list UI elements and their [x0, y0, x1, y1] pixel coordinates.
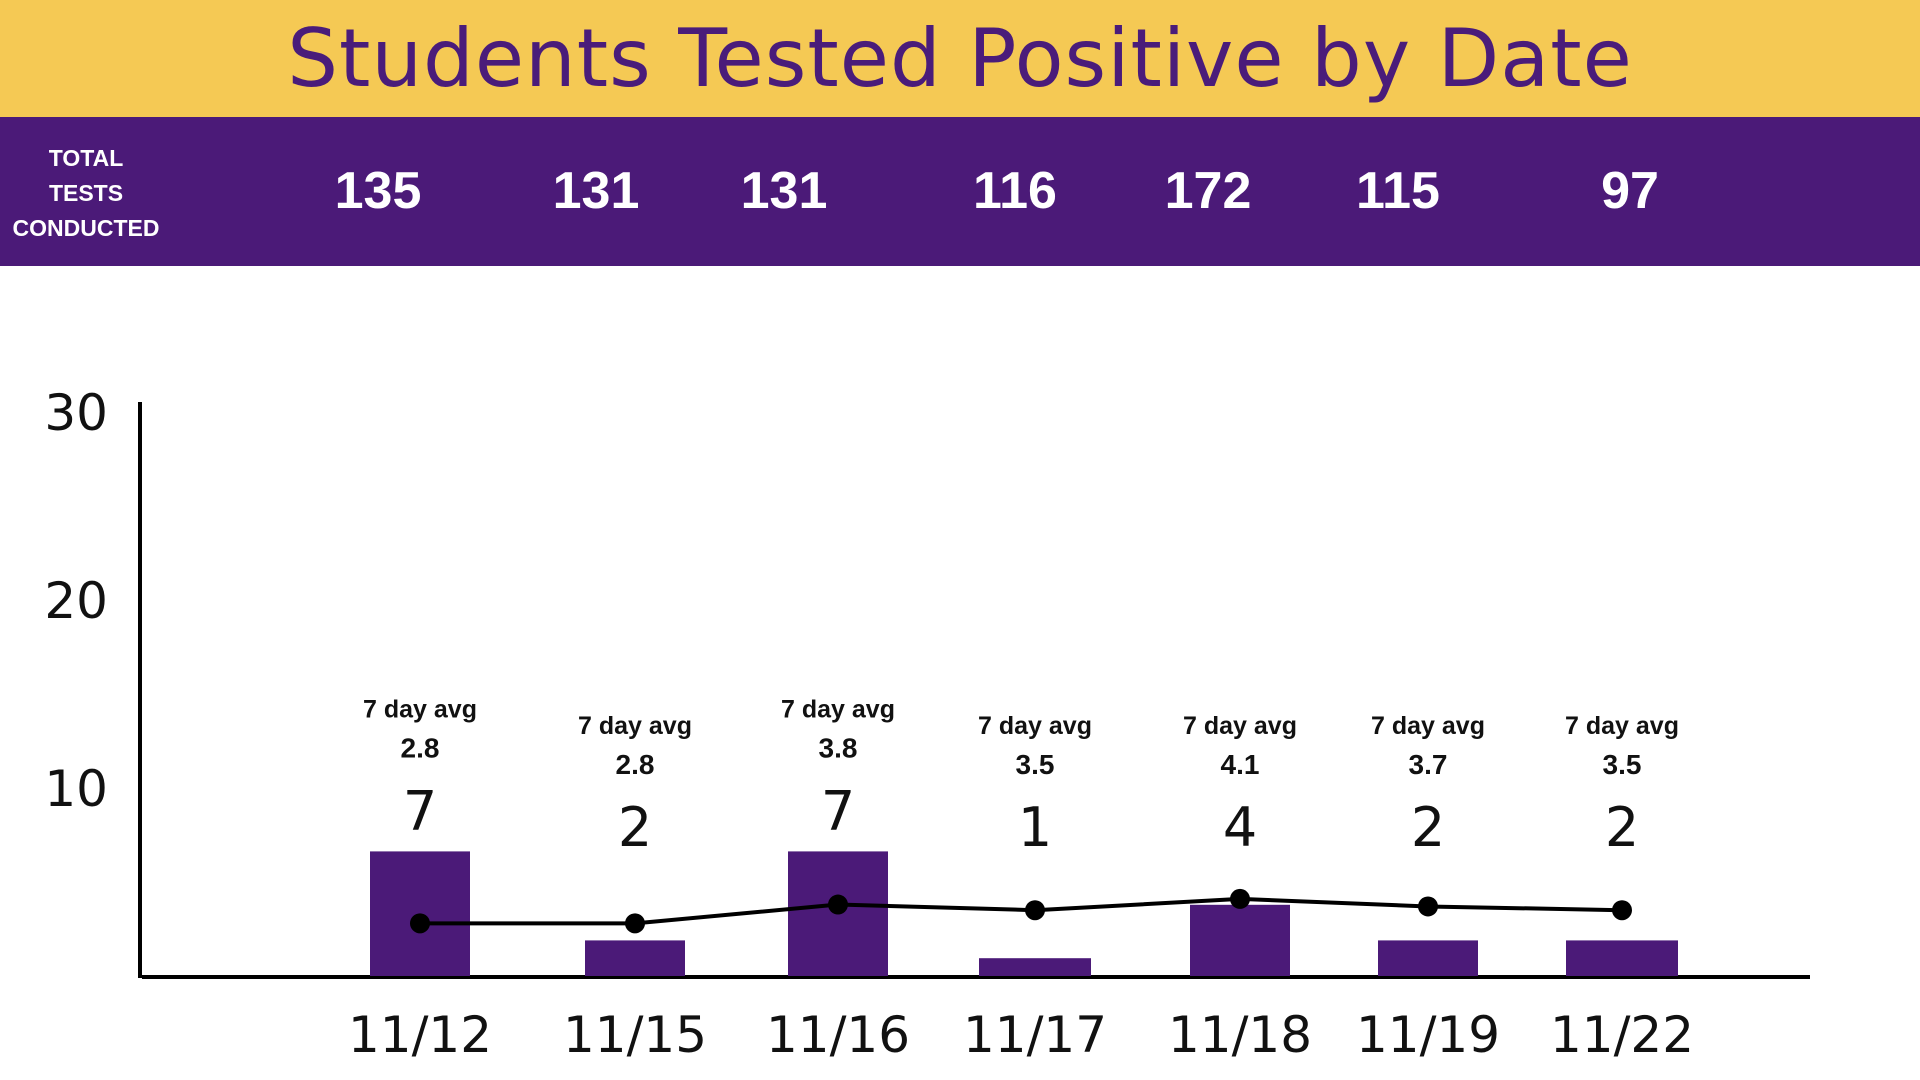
bar [1378, 940, 1478, 976]
avg-point [1230, 888, 1250, 909]
bar [585, 940, 685, 976]
x-tick-label: 11/19 [1356, 1006, 1500, 1064]
avg-label: 7 day avg [363, 695, 477, 723]
bar-value-label: 2 [1411, 796, 1445, 859]
bar-value-label: 1 [1018, 796, 1052, 859]
bar-value-label: 4 [1223, 796, 1257, 859]
avg-label: 7 day avg [578, 712, 692, 740]
bar [1566, 940, 1678, 976]
avg-point [1025, 900, 1045, 921]
avg-point [1418, 896, 1438, 917]
total-tests-value: 172 [1164, 162, 1252, 220]
y-tick-label: 30 [44, 384, 108, 442]
avg-label: 7 day avg [1371, 712, 1485, 740]
total-tests-value: 131 [552, 162, 640, 220]
avg-value-label: 3.7 [1409, 749, 1448, 780]
avg-point [828, 894, 848, 915]
total-tests-value: 116 [973, 162, 1057, 220]
avg-value-label: 2.8 [401, 732, 440, 763]
total-tests-value: 97 [1601, 162, 1659, 220]
avg-value-label: 3.5 [1016, 749, 1055, 780]
avg-label: 7 day avg [781, 695, 895, 723]
x-tick-label: 11/18 [1168, 1006, 1312, 1064]
bar [979, 958, 1091, 976]
avg-label: 7 day avg [1183, 712, 1297, 740]
avg-point [410, 913, 430, 934]
x-tick-label: 11/15 [563, 1006, 707, 1064]
x-tick-label: 11/22 [1550, 1006, 1694, 1064]
avg-line [420, 896, 1623, 926]
y-tick-label: 20 [44, 572, 108, 630]
total-tests-value: 135 [334, 162, 422, 220]
chart-title: Students Tested Positive by Date [287, 12, 1633, 105]
y-tick-label: 10 [44, 760, 108, 818]
x-tick-label: 11/17 [963, 1006, 1107, 1064]
avg-point [625, 913, 645, 934]
total-tests-value: 115 [1356, 162, 1440, 220]
avg-label: 7 day avg [1565, 712, 1679, 740]
avg-value-label: 4.1 [1221, 749, 1260, 780]
x-tick-label: 11/16 [766, 1006, 910, 1064]
avg-point [1612, 900, 1632, 921]
bar-value-label: 7 [821, 779, 855, 842]
positive-tests-chart: 10 20 30 7 7 day avg 2.8 11/12 2 7 day avg 2.8 11/… [44, 384, 1810, 1064]
avg-value-label: 3.5 [1603, 749, 1642, 780]
avg-value-label: 2.8 [616, 749, 655, 780]
avg-value-label: 3.8 [819, 732, 858, 763]
bar-value-label: 7 [403, 779, 437, 842]
bar [1190, 904, 1290, 976]
bar-value-label: 2 [1605, 796, 1639, 859]
x-tick-label: 11/12 [348, 1006, 492, 1064]
total-tests-label: TOTAL TESTS CONDUCTED [12, 145, 160, 241]
avg-label: 7 day avg [978, 712, 1092, 740]
total-tests-value: 131 [740, 162, 828, 220]
title-bar: Students Tested Positive by Date [0, 0, 1920, 117]
total-tests-bar: TOTAL TESTS CONDUCTED 135 131 131 116 172 115… [0, 117, 1920, 266]
bar-value-label: 2 [618, 796, 652, 859]
